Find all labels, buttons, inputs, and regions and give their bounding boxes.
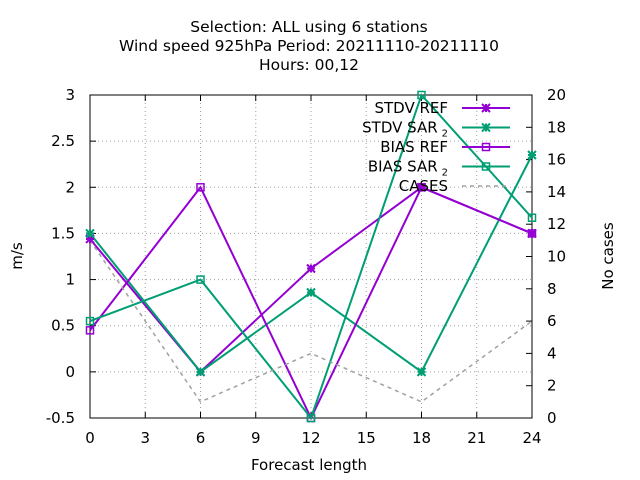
data-point-2: [527, 229, 537, 238]
y2-tick-label: 8: [547, 280, 557, 298]
y-tick-label: 1.5: [51, 224, 75, 242]
y-tick-label: 0.5: [51, 317, 75, 335]
y2-tick-label: 0: [547, 409, 557, 427]
y2-tick-label: 18: [547, 118, 566, 136]
x-tick-label: 15: [357, 429, 376, 447]
y-axis-label: m/s: [8, 242, 26, 270]
y2-tick-label: 6: [547, 312, 557, 330]
data-point-1: [416, 367, 427, 377]
y2-tick-label: 16: [547, 151, 566, 169]
legend-marker-1: [481, 122, 491, 133]
data-point-0: [527, 228, 537, 239]
data-point-1: [527, 150, 537, 160]
x-tick-label: 0: [85, 429, 95, 447]
legend-marker-0: [481, 103, 491, 113]
data-point-0: [306, 263, 316, 274]
y2-tick-label: 12: [547, 215, 566, 233]
legend-subscript: 2: [442, 168, 448, 179]
x-tick-label: 9: [251, 429, 261, 447]
data-point-3: [85, 316, 95, 326]
y2-tick-label: 10: [547, 248, 566, 266]
legend-label-2: BIAS REF: [380, 138, 448, 156]
legend-label-0: STDV REF: [374, 99, 448, 117]
y2-tick-label: 2: [547, 377, 557, 395]
title-line-1: Selection: ALL using 6 stations: [190, 18, 427, 36]
y-tick-label: 3: [65, 86, 75, 104]
legend-label-4: CASES: [399, 177, 448, 195]
data-point-0: [416, 182, 427, 192]
data-point-3: [306, 413, 316, 423]
chart-title: Selection: ALL using 6 stations Wind spe…: [119, 18, 499, 74]
grid: [90, 95, 532, 418]
x-tick-label: 21: [467, 429, 486, 447]
y-tick-label: 0: [65, 363, 75, 381]
legend-marker-3: [481, 162, 491, 171]
legend-label-1: STDV SAR 2: [362, 119, 448, 140]
data-point-3: [196, 275, 205, 284]
x-tick-label: 24: [522, 429, 541, 447]
x-tick-label: 12: [301, 429, 320, 447]
data-point-3: [527, 213, 537, 222]
y2-tick-label: 14: [547, 183, 566, 201]
y2-axis-label: No cases: [599, 222, 617, 290]
x-tick-label: 18: [412, 429, 431, 447]
x-tick-label: 6: [196, 429, 206, 447]
x-tick-label: 3: [140, 429, 150, 447]
data-point-2: [85, 326, 95, 335]
x-axis-label: Forecast length: [251, 456, 367, 474]
title-line-2: Wind speed 925hPa Period: 20211110-20211…: [119, 37, 499, 55]
y2-tick-label: 4: [547, 344, 557, 362]
title-line-3: Hours: 00,12: [259, 56, 359, 74]
data-point-2: [196, 183, 205, 192]
y-tick-label: -0.5: [46, 409, 75, 427]
series-line-3: [89, 93, 533, 421]
y2-tick-label: 20: [547, 86, 566, 104]
legend-marker-2: [481, 142, 491, 152]
legend-label-3: BIAS SAR 2: [368, 158, 448, 179]
y-tick-label: 1: [65, 271, 75, 289]
data-point-1: [306, 287, 316, 298]
y-tick-label: 2.5: [51, 132, 75, 150]
data-point-1: [85, 228, 95, 239]
data-point-1: [195, 367, 206, 377]
legend-subscript: 2: [442, 129, 448, 140]
y-tick-label: 2: [65, 178, 75, 196]
series-line-4: [89, 239, 533, 403]
axis-ticks: 0 3 6 9 12 15 18 21 24-0.500.511.522.53024681012…: [46, 86, 566, 447]
data-point-0: [85, 234, 95, 244]
series-markers: [85, 90, 537, 423]
data-point-2: [417, 183, 426, 192]
data-point-3: [417, 90, 426, 100]
